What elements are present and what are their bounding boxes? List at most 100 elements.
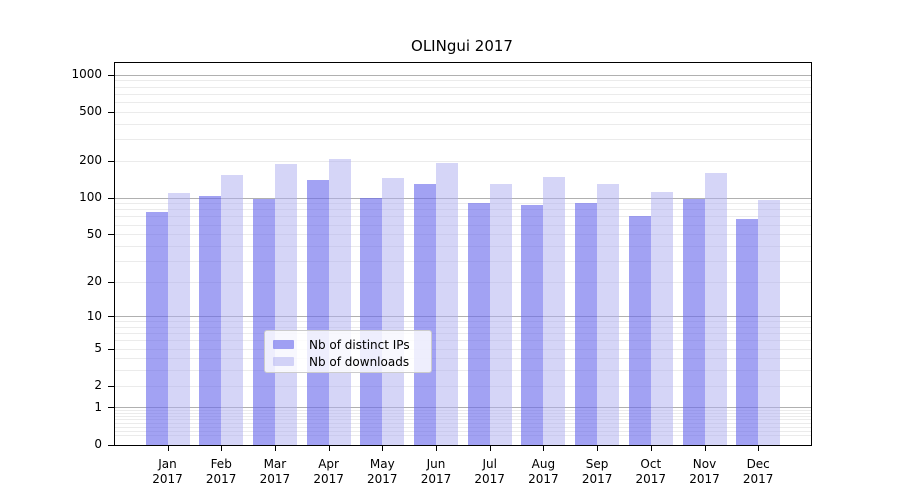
major-gridline bbox=[115, 316, 811, 318]
x-tick-mark bbox=[328, 446, 330, 451]
x-tick-label: Jan 2017 bbox=[152, 457, 183, 486]
x-tick-label: Dec 2017 bbox=[742, 457, 774, 486]
x-tick-label: Mar 2017 bbox=[259, 457, 291, 486]
x-tick-label: May 2017 bbox=[367, 457, 398, 486]
x-tick-mark bbox=[489, 446, 491, 451]
bar-distinct-ips bbox=[521, 204, 544, 445]
minor-gridline bbox=[115, 260, 811, 262]
major-gridline bbox=[115, 407, 811, 409]
bar-downloads bbox=[167, 193, 190, 445]
x-tick-label: Jul 2017 bbox=[474, 457, 505, 486]
x-tick-mark bbox=[382, 446, 384, 451]
bar-distinct-ips bbox=[628, 216, 651, 445]
minor-gridline bbox=[115, 111, 811, 113]
minor-gridline bbox=[115, 413, 811, 414]
minor-gridline bbox=[115, 123, 811, 125]
x-tick-label: Nov 2017 bbox=[689, 457, 720, 486]
legend-label: Nb of downloads bbox=[309, 354, 410, 369]
legend: Nb of distinct IPs Nb of downloads bbox=[264, 330, 432, 373]
bar-distinct-ips bbox=[414, 184, 436, 445]
minor-gridline bbox=[115, 102, 811, 104]
y-tick-label: 100 bbox=[79, 190, 102, 204]
bar-distinct-ips bbox=[199, 195, 222, 445]
y-tick-mark bbox=[108, 281, 114, 283]
x-tick-mark bbox=[543, 446, 545, 451]
chart-title: OLINgui 2017 bbox=[411, 37, 513, 55]
x-tick-mark bbox=[758, 446, 760, 451]
minor-gridline bbox=[115, 419, 811, 421]
x-tick-mark bbox=[221, 446, 223, 451]
major-gridline bbox=[115, 74, 811, 76]
bar-downloads bbox=[650, 192, 673, 445]
x-tick-mark bbox=[274, 446, 276, 451]
minor-gridline bbox=[115, 80, 811, 82]
x-tick-mark bbox=[704, 446, 706, 451]
bar-downloads bbox=[274, 164, 297, 445]
y-tick-mark bbox=[108, 348, 114, 350]
x-tick-mark bbox=[436, 446, 437, 451]
x-tick-mark bbox=[597, 446, 599, 451]
x-tick-label: Feb 2017 bbox=[205, 457, 237, 486]
legend-swatch-icon bbox=[273, 357, 294, 366]
minor-gridline bbox=[115, 333, 811, 335]
minor-gridline bbox=[115, 340, 811, 342]
plot-area: 0 1 2 5 10 20 50 100 200 500 1000 Jan 2017 Feb 2017 Mar… bbox=[71, 62, 812, 486]
minor-gridline bbox=[115, 326, 811, 328]
y-tick-label: 0 bbox=[94, 437, 102, 451]
minor-gridline bbox=[115, 430, 811, 432]
minor-gridline bbox=[115, 86, 811, 88]
y-tick-mark bbox=[108, 316, 114, 318]
minor-gridline bbox=[115, 434, 811, 436]
bar-downloads bbox=[221, 174, 244, 445]
y-tick-mark bbox=[108, 385, 114, 387]
major-gridline bbox=[115, 197, 811, 199]
x-tick-mark bbox=[167, 446, 169, 451]
bar-downloads bbox=[489, 184, 512, 445]
minor-gridline bbox=[115, 410, 811, 412]
bar-distinct-ips bbox=[306, 180, 329, 445]
y-tick-mark bbox=[108, 407, 114, 409]
bar-downloads bbox=[758, 199, 781, 445]
bar-distinct-ips bbox=[145, 211, 168, 445]
minor-gridline bbox=[115, 209, 811, 211]
minor-gridline bbox=[115, 370, 811, 372]
bar-distinct-ips bbox=[360, 198, 383, 445]
bar-distinct-ips bbox=[682, 199, 705, 445]
x-tick-mark bbox=[650, 446, 652, 451]
y-tick-label: 2 bbox=[94, 378, 102, 393]
y-tick-label: 5 bbox=[94, 341, 102, 356]
legend-label: Nb of distinct IPs bbox=[309, 337, 410, 352]
minor-gridline bbox=[115, 245, 811, 247]
legend-row: Nb of downloads bbox=[273, 353, 423, 370]
bar-downloads bbox=[436, 162, 458, 445]
y-tick-mark bbox=[108, 160, 114, 162]
minor-gridline bbox=[115, 216, 811, 218]
bar-distinct-ips bbox=[575, 203, 598, 445]
y-tick-label: 200 bbox=[79, 153, 102, 168]
minor-gridline bbox=[115, 348, 811, 350]
minor-gridline bbox=[115, 426, 811, 428]
y-tick-label: 20 bbox=[86, 274, 102, 289]
x-tick-label: Apr 2017 bbox=[313, 457, 344, 486]
bar-downloads bbox=[543, 176, 566, 445]
minor-gridline bbox=[115, 416, 811, 418]
minor-gridline bbox=[115, 160, 811, 162]
bar-downloads bbox=[328, 159, 351, 445]
minor-gridline bbox=[115, 281, 811, 283]
minor-gridline bbox=[115, 224, 811, 226]
y-tick-label: 1000 bbox=[71, 67, 102, 82]
minor-gridline bbox=[115, 321, 811, 323]
minor-gridline bbox=[115, 139, 811, 141]
y-tick-label: 1 bbox=[94, 399, 102, 414]
y-tick-label: 50 bbox=[86, 226, 102, 241]
y-tick-mark bbox=[108, 74, 114, 76]
minor-gridline bbox=[115, 203, 811, 205]
minor-gridline bbox=[115, 385, 811, 387]
x-tick-label: Sep 2017 bbox=[581, 457, 613, 486]
x-tick-label: Aug 2017 bbox=[528, 457, 559, 486]
y-tick-label: 500 bbox=[79, 104, 102, 119]
bar-downloads bbox=[382, 178, 405, 445]
y-tick-mark bbox=[108, 111, 114, 113]
bar-downloads bbox=[597, 184, 620, 445]
